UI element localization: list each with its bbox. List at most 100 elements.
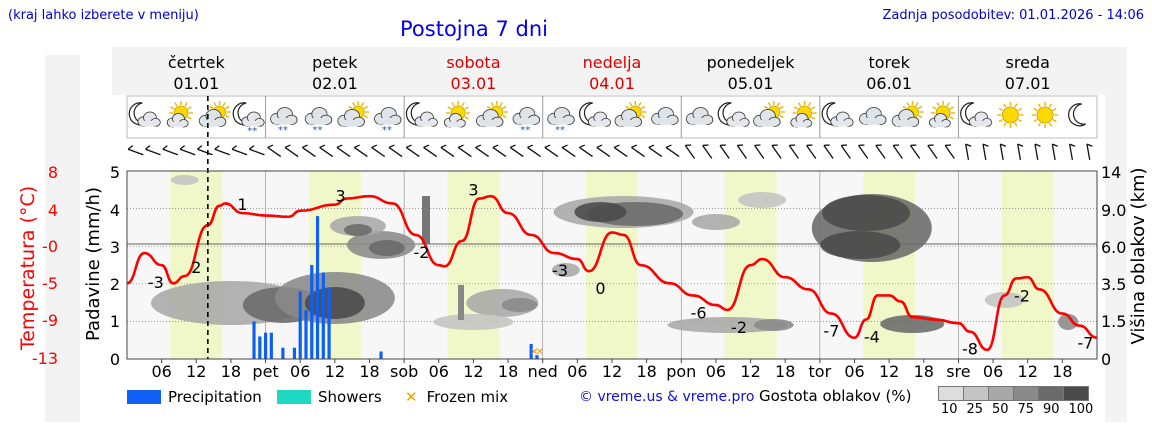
precip-tick-label: 1 [110, 312, 120, 331]
sun-ray [361, 102, 365, 107]
barb-staff [982, 144, 987, 160]
cloud-base [274, 117, 292, 125]
cloud-icon [859, 107, 887, 126]
wind-barb [1034, 143, 1041, 160]
barb-staff [613, 146, 628, 158]
wind-barb [648, 144, 663, 158]
density-level: 75 [1017, 402, 1035, 417]
barb-staff [197, 148, 213, 156]
wind-barb [736, 144, 748, 159]
x-tick-label: 06 [983, 362, 1003, 381]
precip-tick-label: 2 [110, 275, 120, 294]
cloud-base [170, 121, 184, 127]
barb-staff [1017, 144, 1022, 160]
credit-link[interactable]: © vreme.us & vreme.pro [579, 389, 755, 405]
moon-icon [1068, 103, 1087, 127]
cloud-base [730, 120, 745, 127]
x-tick-label: 12 [325, 362, 345, 381]
sun-ray [363, 105, 369, 110]
x-tick-label: 18 [498, 362, 518, 381]
precip-bar [310, 265, 314, 359]
x-tick-label: 06 [290, 362, 310, 381]
barb-staff [910, 145, 921, 159]
barb-flag [197, 145, 203, 150]
sun-ray [1037, 103, 1042, 108]
sun-ray [170, 106, 175, 110]
temp-axis-title: Temperatura (°C) [17, 186, 39, 351]
barb-staff [561, 146, 576, 158]
barb-staff [1051, 144, 1056, 160]
sun-ray [225, 105, 230, 110]
temp-tick-label: 4 [48, 201, 58, 220]
temp-label: -7 [1077, 334, 1093, 353]
barb-staff [145, 148, 161, 156]
barb-flag [737, 144, 744, 147]
precip-tick-label: 4 [110, 201, 120, 220]
cloud-icon [928, 113, 951, 128]
temperature-line [126, 194, 1098, 352]
sun-ray [464, 106, 469, 110]
barb-flag [648, 144, 655, 149]
sun-ray [767, 102, 771, 107]
day-name: torek [868, 53, 910, 72]
cloud-sun-icon [891, 101, 924, 128]
barb-flag [405, 144, 412, 149]
wind-barb [527, 144, 541, 158]
sun-cloud-icon [790, 101, 817, 128]
region-note[interactable]: (kraj lahko izberete v meniju) [8, 8, 199, 23]
x-tick-label: ned [528, 362, 558, 381]
day-date: 05.01 [728, 74, 774, 93]
precip-bar [315, 216, 320, 359]
day-date: 03.01 [451, 74, 497, 93]
barb-flag [475, 144, 482, 149]
wind-barb [145, 145, 161, 156]
density-title: Gostota oblakov (%) [759, 387, 912, 405]
density-step [938, 386, 964, 401]
density-step [1038, 386, 1064, 401]
wind-barb [561, 144, 576, 158]
legend-precipitation: Precipitation [127, 388, 262, 406]
sun-ray [1003, 122, 1007, 127]
wind-barb [631, 144, 645, 158]
precip-tick-label: 0 [110, 350, 120, 369]
sun-ray [1048, 103, 1053, 108]
day-name: sreda [1006, 53, 1050, 72]
barb-flag [771, 144, 778, 147]
x-tick-label: 18 [914, 362, 934, 381]
barb-flag [302, 144, 308, 149]
cloud-base [418, 120, 433, 127]
cloud-blob [501, 298, 538, 312]
wind-barb [788, 144, 799, 159]
left-axis-band [45, 55, 80, 422]
wind-barb [388, 144, 403, 158]
sun-ray [213, 102, 217, 107]
axes: 06 12 18 pet 06 12 18 sob 06 12 18 ned 06 12 18 pon 06 12… [17, 163, 1149, 381]
barb-flag [371, 144, 378, 149]
sun-ray [222, 102, 226, 107]
moon-cloud-icon [960, 102, 993, 127]
wind-barb [179, 145, 196, 156]
cloud-blob [433, 314, 514, 330]
barb-staff [892, 145, 903, 159]
barb-flag [248, 145, 255, 150]
moon-cloud-icon [579, 102, 612, 127]
barb-staff [127, 148, 144, 156]
cloud-axis-title: Višina oblakov (km) [1128, 167, 1149, 344]
temp-label: -7 [823, 322, 839, 341]
wind-barb [457, 144, 472, 158]
barb-staff [492, 146, 507, 158]
sun-ray [1052, 118, 1057, 123]
temp-label: 3 [468, 181, 478, 200]
barb-staff [544, 146, 559, 158]
sun-ray [490, 102, 494, 107]
sun-ray [1048, 122, 1053, 127]
precipitation-swatch [127, 390, 161, 404]
cloud-base [655, 117, 673, 125]
barb-flag [893, 144, 900, 147]
temp-label: -3 [148, 273, 164, 292]
barb-staff [371, 146, 386, 158]
temp-label: 3 [336, 187, 346, 206]
wind-barb [509, 144, 524, 158]
cloud-base [932, 121, 946, 127]
barb-flag [509, 144, 516, 149]
